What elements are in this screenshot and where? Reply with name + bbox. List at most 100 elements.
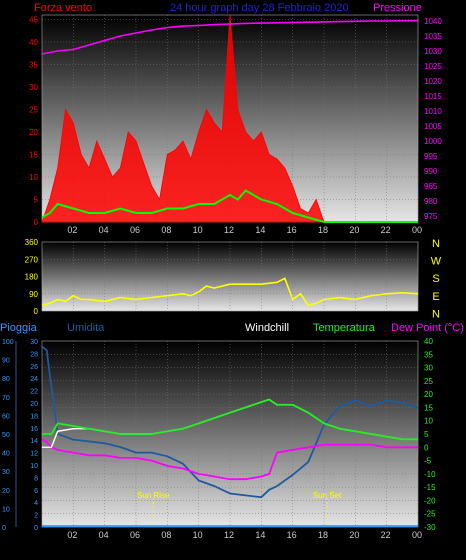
direction-tick-label: 90 bbox=[29, 290, 38, 299]
x-tick-label: 00 bbox=[412, 530, 422, 540]
humidity-tick-label: 22 bbox=[30, 389, 38, 396]
x-tick-label: 22 bbox=[381, 225, 391, 235]
pressure-line bbox=[41, 19, 418, 55]
y-right-tick-label: 985 bbox=[424, 182, 438, 191]
y-right-tick-label: 1010 bbox=[424, 107, 442, 116]
rain-tick-label: 50 bbox=[2, 432, 10, 439]
x-tick-label: 16 bbox=[287, 225, 297, 235]
rain-tick-label: 30 bbox=[2, 469, 10, 476]
humidity-tick-label: 4 bbox=[34, 500, 38, 507]
y-right-tick-label: 1025 bbox=[424, 62, 442, 71]
x-tick-label: 04 bbox=[99, 225, 109, 235]
rain-tick-label: 80 bbox=[2, 376, 10, 383]
rain-tick-label: 0 bbox=[2, 525, 6, 532]
label-dew-point: Dew Point (°C) bbox=[391, 322, 464, 334]
y-right-tick-label: -30 bbox=[424, 523, 436, 532]
compass-label: W bbox=[431, 256, 442, 268]
y-left-tick-label: 15 bbox=[29, 151, 38, 160]
header-right-label: Pressione bbox=[373, 2, 422, 14]
series-lines bbox=[41, 14, 419, 528]
y-left-tick-label: 45 bbox=[29, 16, 38, 25]
wind-average-line bbox=[41, 189, 418, 223]
humidity-tick-label: 20 bbox=[30, 401, 38, 408]
y-right-tick-label: 1005 bbox=[424, 122, 442, 131]
humidity-line bbox=[41, 345, 419, 499]
y-right-tick-label: 30 bbox=[424, 364, 433, 373]
y-left-tick-label: 30 bbox=[29, 83, 38, 92]
dewpoint-line bbox=[41, 438, 418, 481]
y-right-tick-label: 990 bbox=[424, 167, 438, 176]
humidity-tick-label: 10 bbox=[30, 463, 38, 470]
y-right-tick-label: 980 bbox=[424, 197, 438, 206]
rain-tick-label: 20 bbox=[2, 488, 10, 495]
x-tick-label: 14 bbox=[255, 225, 265, 235]
rain-tick-label: 10 bbox=[2, 506, 10, 513]
y-right-tick-label: 1035 bbox=[424, 32, 442, 41]
label-windchill: Windchill bbox=[245, 322, 289, 334]
humidity-tick-label: 30 bbox=[30, 339, 38, 346]
compass-label: E bbox=[432, 291, 439, 303]
rain-tick-label: 90 bbox=[2, 358, 10, 365]
y-right-tick-label: -25 bbox=[424, 510, 436, 519]
x-tick-label: 02 bbox=[67, 530, 77, 540]
label-umidita: Umidita bbox=[67, 322, 105, 334]
x-tick-label: 12 bbox=[224, 530, 234, 540]
y-right-tick-label: 1030 bbox=[424, 47, 442, 56]
y-right-tick-label: 995 bbox=[424, 152, 438, 161]
humidity-tick-label: 0 bbox=[34, 525, 38, 532]
direction-tick-label: 270 bbox=[25, 255, 39, 264]
humidity-tick-label: 24 bbox=[30, 376, 38, 383]
rain-tick-label: 60 bbox=[2, 413, 10, 420]
y-right-tick-label: 40 bbox=[424, 337, 433, 346]
direction-tick-label: 0 bbox=[34, 307, 39, 316]
direction-tick-label: 180 bbox=[25, 273, 39, 282]
humidity-tick-label: 8 bbox=[34, 475, 38, 482]
humidity-tick-label: 16 bbox=[30, 426, 38, 433]
x-tick-label: 06 bbox=[130, 530, 140, 540]
x-tick-label: 04 bbox=[99, 530, 109, 540]
y-right-tick-label: 35 bbox=[424, 350, 433, 359]
x-tick-label: 00 bbox=[412, 225, 422, 235]
compass-label: N bbox=[432, 238, 440, 250]
y-right-tick-label: 15 bbox=[424, 403, 433, 412]
x-tick-label: 16 bbox=[287, 530, 297, 540]
compass-label: S bbox=[432, 273, 439, 285]
y-right-tick-label: 0 bbox=[424, 443, 429, 452]
x-tick-label: 08 bbox=[161, 225, 171, 235]
y-right-tick-label: -10 bbox=[424, 470, 436, 479]
y-left-tick-label: 35 bbox=[29, 61, 38, 70]
humidity-tick-label: 6 bbox=[34, 488, 38, 495]
direction-tick-label: 360 bbox=[25, 238, 39, 247]
y-right-tick-label: 1000 bbox=[424, 137, 442, 146]
y-left-tick-label: 0 bbox=[34, 218, 39, 227]
wind-direction-line bbox=[41, 277, 419, 307]
x-tick-label: 20 bbox=[349, 225, 359, 235]
x-tick-label: 22 bbox=[381, 530, 391, 540]
rain-tick-label: 40 bbox=[2, 451, 10, 458]
x-tick-label: 10 bbox=[193, 530, 203, 540]
y-right-tick-label: 20 bbox=[424, 390, 433, 399]
y-right-tick-label: 975 bbox=[424, 212, 438, 221]
label-pioggia: Pioggia bbox=[0, 322, 38, 334]
rain-tick-label: 100 bbox=[2, 339, 14, 346]
y-right-tick-label: 1020 bbox=[424, 77, 442, 86]
y-left-tick-label: 5 bbox=[34, 196, 39, 205]
y-right-tick-label: 25 bbox=[424, 377, 433, 386]
x-tick-label: 02 bbox=[67, 225, 77, 235]
y-right-tick-label: 10 bbox=[424, 417, 433, 426]
x-tick-label: 18 bbox=[318, 225, 328, 235]
x-tick-label: 10 bbox=[193, 225, 203, 235]
axis-labels: 02 04 06 08 10 12 14 16 18 20 22 000510152025303540… bbox=[2, 16, 442, 541]
humidity-tick-label: 18 bbox=[30, 413, 38, 420]
humidity-tick-label: 28 bbox=[30, 351, 38, 358]
y-right-tick-label: -20 bbox=[424, 496, 436, 505]
humidity-tick-label: 14 bbox=[30, 438, 38, 445]
y-left-tick-label: 25 bbox=[29, 106, 38, 115]
chart-title: 24 hour graph day 28 Febbraio 2020 bbox=[170, 2, 349, 14]
x-tick-label: 20 bbox=[349, 530, 359, 540]
x-tick-label: 18 bbox=[318, 530, 328, 540]
x-tick-label: 14 bbox=[255, 530, 265, 540]
label-temperatura: Temperatura bbox=[313, 322, 376, 334]
